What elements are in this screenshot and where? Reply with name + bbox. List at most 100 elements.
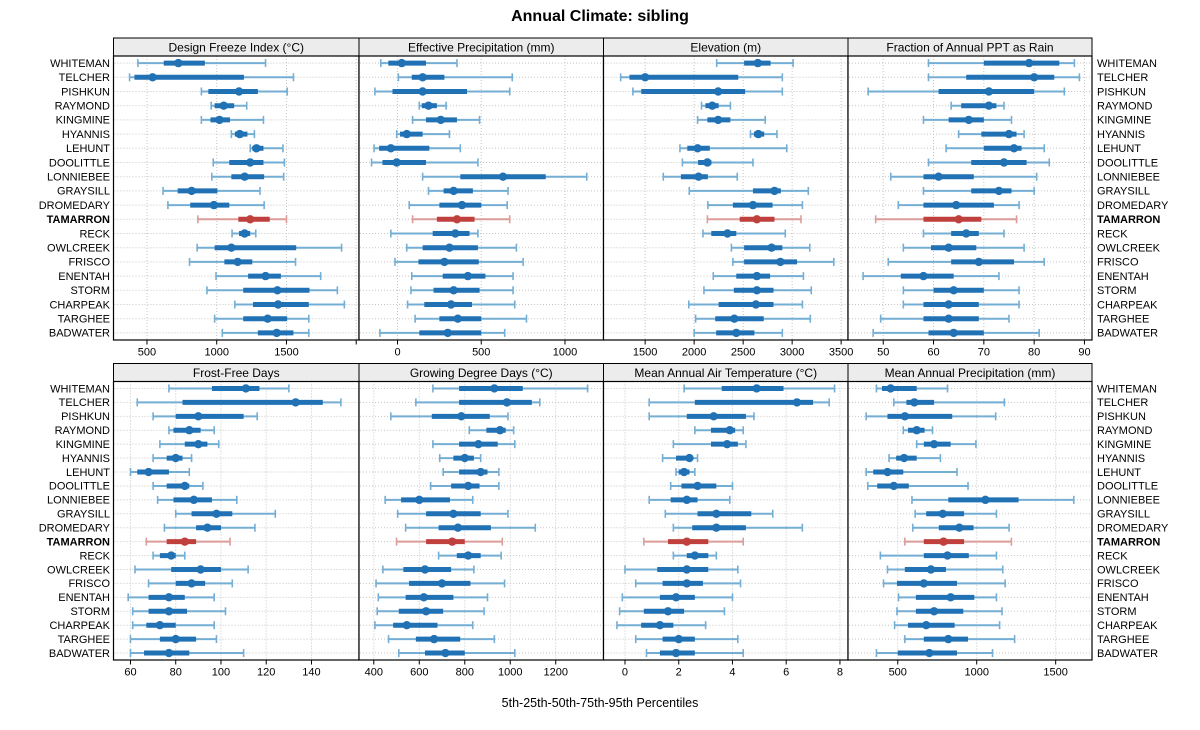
interval-badwater — [360, 328, 603, 338]
median-dot — [240, 229, 249, 238]
median-dot — [984, 101, 994, 110]
station-label-left-badwater: BADWATER — [49, 328, 110, 340]
median-dot — [187, 186, 196, 196]
axis-tick-label: 800 — [456, 667, 474, 679]
interval-lonniebee — [114, 172, 358, 181]
interval-lonniebee — [360, 495, 603, 505]
median-dot — [754, 129, 763, 139]
median-dot — [685, 453, 694, 463]
panel-elevation-m-: Elevation (m) 1500 2000 2500 3000 3500 — [602, 37, 853, 359]
panel-strip-title: Design Freeze Index (°C) — [168, 41, 304, 55]
median-dot — [164, 607, 174, 616]
axis-tick-label: 0 — [622, 667, 628, 679]
interval-raymond — [849, 426, 1091, 435]
interval-raymond — [360, 101, 603, 110]
panel-strip-title: Elevation (m) — [690, 41, 761, 55]
median-dot — [164, 593, 174, 602]
interval-lonniebee — [849, 495, 1091, 505]
median-dot — [420, 565, 430, 574]
median-dot — [919, 271, 928, 281]
median-dot — [180, 481, 189, 491]
interval-dromedary — [114, 200, 358, 210]
station-label-left-doolittle: DOOLITTLE — [49, 157, 110, 169]
median-dot — [912, 426, 921, 435]
interval-dromedary — [849, 523, 1091, 532]
station-label-right-lonniebee: LONNIEBEE — [1097, 495, 1160, 507]
axis-tick-label: 1500 — [274, 347, 298, 359]
station-label-left-targhee: TARGHEE — [58, 314, 110, 326]
median-dot — [703, 158, 712, 167]
median-dot — [194, 412, 203, 421]
interval-raymond — [114, 101, 358, 110]
axis-tick-label: 1000 — [553, 347, 577, 359]
station-label-right-telcher: TELCHER — [1097, 72, 1148, 84]
median-dot — [453, 523, 463, 532]
station-label-right-dromedary: DROMEDARY — [1097, 523, 1169, 535]
median-dot — [443, 328, 452, 338]
station-label-left-tamarron: TAMARRON — [47, 214, 110, 226]
median-dot — [964, 115, 973, 125]
interval-pishkun — [114, 412, 358, 421]
median-dot — [694, 172, 703, 181]
median-dot — [994, 186, 1004, 196]
interval-reck — [360, 551, 603, 560]
median-dot — [209, 200, 219, 210]
median-dot — [682, 579, 691, 588]
median-dot — [655, 620, 665, 630]
panel-group: WHITEMAN WHITEMAN TELCHER TELCHER PISHKUN PIS… — [39, 37, 1169, 679]
interval-whiteman — [114, 384, 358, 393]
interval-graysill — [114, 509, 358, 518]
interval-owlcreek — [114, 243, 358, 252]
median-dot — [725, 426, 734, 435]
median-dot — [682, 495, 691, 505]
station-label-right-lonniebee: LONNIEBEE — [1097, 172, 1160, 184]
interval-dromedary — [114, 523, 358, 532]
median-dot — [451, 229, 460, 238]
station-label-left-reck: RECK — [79, 228, 110, 240]
median-dot — [709, 412, 718, 421]
median-dot — [949, 286, 958, 295]
station-label-left-reck: RECK — [79, 550, 110, 562]
interval-telcher — [360, 73, 603, 82]
median-dot — [453, 314, 463, 323]
station-label-left-frisco: FRISCO — [68, 257, 110, 269]
interval-doolittle — [114, 158, 358, 167]
median-dot — [212, 509, 221, 518]
interval-reck — [114, 551, 358, 560]
median-dot — [429, 634, 439, 644]
panel-strip-title: Effective Precipitation (mm) — [408, 41, 555, 55]
median-dot — [732, 328, 741, 338]
interval-kingmine — [849, 439, 1091, 449]
median-dot — [402, 129, 411, 139]
axis-tick-label: 70 — [978, 347, 990, 359]
interval-telcher — [604, 398, 847, 407]
interval-pishkun — [360, 87, 603, 96]
interval-doolittle — [604, 158, 847, 167]
axis-tick-label: 500 — [889, 667, 907, 679]
panel-strip-title: Mean Annual Precipitation (mm) — [885, 366, 1056, 380]
interval-lehunt — [849, 467, 1091, 477]
median-dot — [449, 186, 458, 196]
axis-tick-label: 1000 — [204, 347, 228, 359]
station-label-right-reck: RECK — [1097, 228, 1128, 240]
station-label-right-reck: RECK — [1097, 550, 1128, 562]
interval-graysill — [360, 186, 603, 196]
interval-telcher — [114, 398, 358, 407]
interval-doolittle — [360, 158, 603, 167]
median-dot — [418, 73, 427, 82]
median-dot — [166, 551, 176, 560]
station-label-right-storm: STORM — [1097, 606, 1137, 618]
median-dot — [233, 257, 242, 267]
median-dot — [926, 565, 936, 574]
median-dot — [235, 129, 244, 139]
interval-badwater — [849, 648, 1091, 658]
median-dot — [273, 286, 282, 295]
median-dot — [245, 215, 255, 224]
axis-tick-label: 1500 — [633, 347, 657, 359]
axis-tick-label: 60 — [124, 667, 136, 679]
median-dot — [240, 172, 249, 181]
interval-whiteman — [849, 384, 1091, 393]
panel-effective-precipitation-mm-: Effective Precipitation (mm) 0 500 1000 — [358, 37, 605, 359]
panel-mean-annual-air-temperature-c-: Mean Annual Air Temperature (°C) 0 2 4 6 8 — [602, 363, 849, 679]
